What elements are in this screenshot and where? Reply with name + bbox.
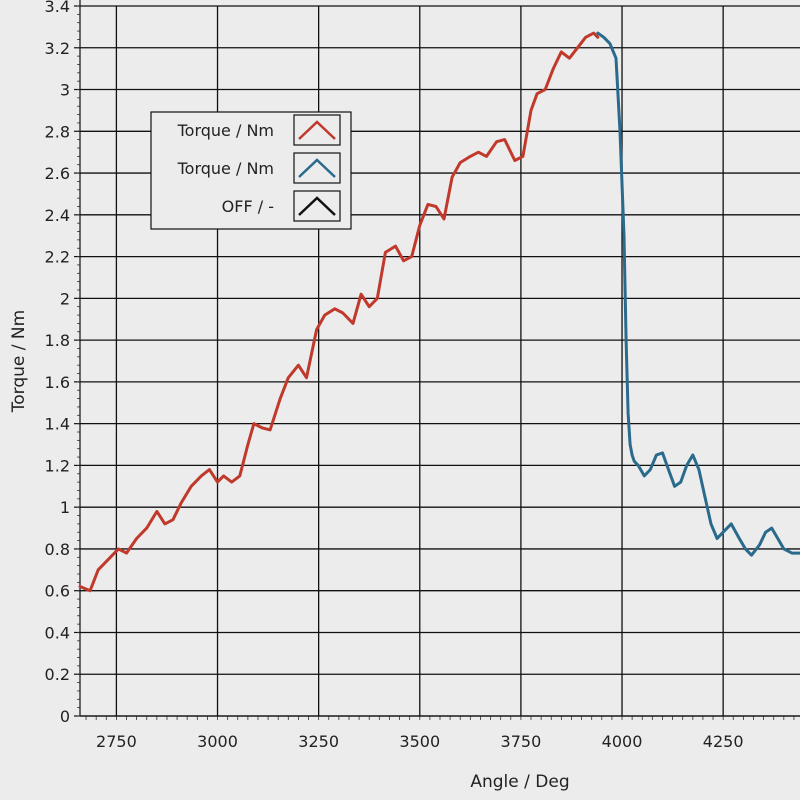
y-tick-label: 0: [60, 707, 70, 726]
y-tick-label: 2.4: [45, 206, 70, 225]
axis-ticks: 2750 3000 3250 3500 3750 4000 4250 0 0.2 0.4 0.6 0.…: [45, 0, 800, 751]
y-tick-label: 0.8: [45, 540, 70, 559]
x-tick-label: 3250: [298, 732, 339, 751]
series-1-line: [78, 31, 600, 593]
legend-swatch-box: [293, 152, 341, 184]
y-tick-label: 1.4: [45, 415, 70, 434]
legend-swatch-line: [298, 120, 336, 140]
grid: [80, 5, 800, 717]
y-tick-label: 0.4: [45, 623, 70, 642]
legend-swatch-box: [293, 114, 341, 146]
y-tick-label: 1.2: [45, 456, 70, 475]
y-tick-label: 2: [60, 289, 70, 308]
x-tick-label: 4000: [602, 732, 643, 751]
y-tick-label: 3: [60, 81, 70, 100]
x-axis-title: Angle / Deg: [470, 772, 569, 792]
y-tick-label: 0.6: [45, 582, 70, 601]
y-tick-label: 2.8: [45, 122, 70, 141]
legend-swatch-box: [293, 190, 341, 222]
y-tick-label: 2.2: [45, 248, 70, 267]
y-tick-label: 3.2: [45, 39, 70, 58]
legend-swatch-line: [298, 196, 336, 216]
legend-entry-label: OFF / -: [222, 197, 274, 216]
x-tick-label: 4250: [703, 732, 744, 751]
series-layer: [78, 31, 800, 593]
legend-entry-label: Torque / Nm: [177, 121, 274, 140]
y-tick-label: 0.2: [45, 665, 70, 684]
y-tick-label: 1: [60, 498, 70, 517]
legend-swatch-line: [298, 158, 336, 178]
x-tick-label: 2750: [96, 732, 137, 751]
y-axis-title: Torque / Nm: [9, 310, 29, 413]
legend-entry-label: Torque / Nm: [177, 159, 274, 178]
x-tick-label: 3750: [501, 732, 542, 751]
y-tick-label: 2.6: [45, 164, 70, 183]
x-tick-label: 3000: [197, 732, 238, 751]
y-tick-label: 1.6: [45, 373, 70, 392]
y-tick-label: 3.4: [45, 0, 70, 16]
legend: Torque / Nm Torque / Nm OFF / -: [150, 111, 352, 230]
x-tick-label: 3500: [399, 732, 440, 751]
y-tick-label: 1.8: [45, 331, 70, 350]
axes: Torque / Nm Angle / Deg: [9, 310, 570, 792]
series-2-line: [596, 31, 800, 557]
